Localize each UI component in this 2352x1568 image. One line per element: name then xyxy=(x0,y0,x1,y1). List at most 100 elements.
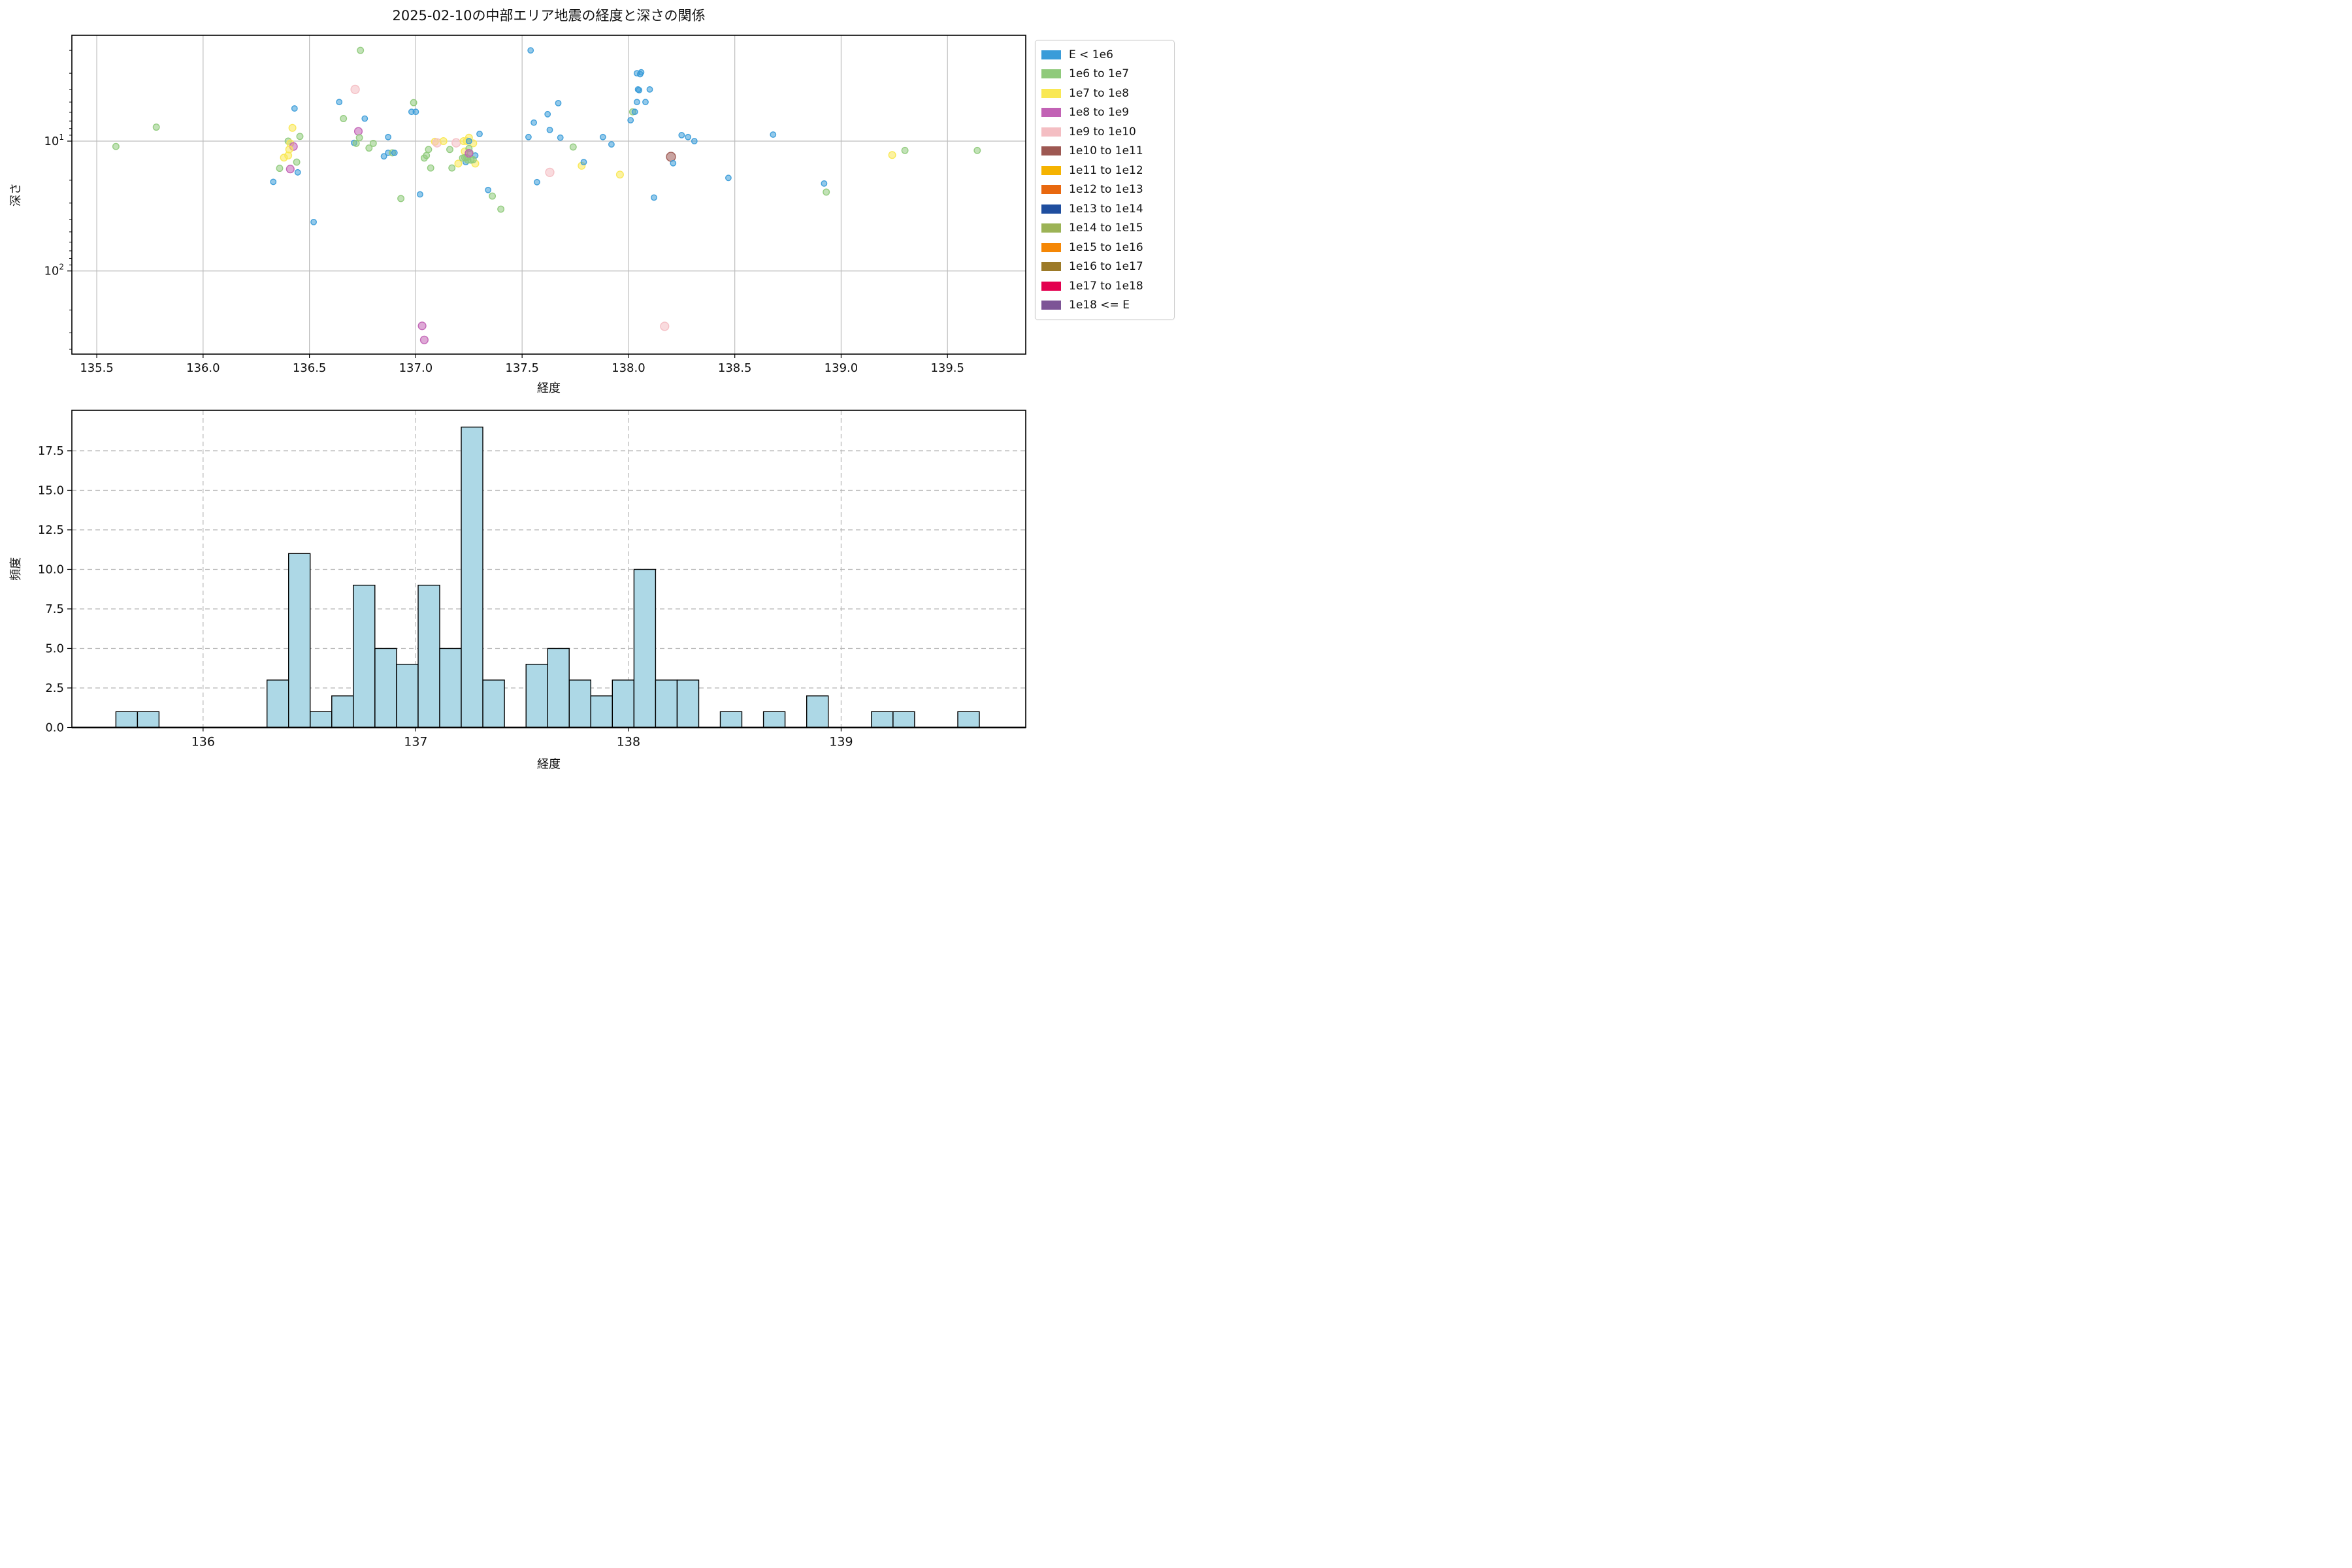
hist-y-tick-label: 2.5 xyxy=(45,681,64,695)
scatter-point xyxy=(666,152,676,162)
scatter-point xyxy=(385,133,391,140)
scatter-point xyxy=(631,108,638,116)
scatter-point xyxy=(642,99,649,106)
legend-item-label: 1e6 to 1e7 xyxy=(1069,67,1130,81)
scatter-point xyxy=(569,143,577,151)
legend-swatch xyxy=(1041,88,1061,98)
histogram-bar xyxy=(676,679,700,728)
legend-swatch xyxy=(1041,242,1061,252)
legend-swatch xyxy=(1041,108,1061,118)
hist-y-tick-label: 15.0 xyxy=(38,483,64,497)
chart-title: 2025-02-10の中部エリア地震の経度と深さの関係 xyxy=(392,8,706,24)
scatter-point xyxy=(901,146,909,154)
legend-swatch xyxy=(1041,69,1061,79)
scatter-point xyxy=(340,115,348,122)
scatter-point xyxy=(973,146,981,154)
scatter-point xyxy=(580,159,587,166)
hist-x-tick-label: 139 xyxy=(829,735,853,749)
scatter-xlabel: 経度 xyxy=(537,382,561,395)
scatter-point xyxy=(660,321,670,331)
scatter-point xyxy=(670,159,677,167)
scatter-point xyxy=(286,165,295,174)
scatter-point xyxy=(546,126,553,133)
scatter-point xyxy=(293,158,301,166)
scatter-point xyxy=(425,146,433,154)
scatter-point xyxy=(555,99,562,106)
legend-swatch xyxy=(1041,185,1061,195)
scatter-point xyxy=(412,108,419,116)
histogram-bar xyxy=(612,679,634,728)
scatter-point xyxy=(448,164,456,172)
histogram-bar xyxy=(331,695,354,728)
scatter-point xyxy=(638,69,645,76)
legend: E < 1e6 1e6 to 1e7 1e7 to 1e8 1e8 to 1e9 1e9… xyxy=(1035,40,1175,320)
scatter-point xyxy=(525,133,532,140)
scatter-point xyxy=(651,194,657,201)
histogram-bar xyxy=(568,679,591,728)
scatter-point xyxy=(352,139,360,147)
scatter-point xyxy=(357,46,365,54)
scatter-point xyxy=(270,178,277,186)
legend-item-label: 1e16 to 1e17 xyxy=(1069,260,1143,274)
scatter-point xyxy=(489,192,497,200)
scatter-ylabel: 深さ xyxy=(9,183,23,206)
legend-item: 1e13 to 1e14 xyxy=(1041,199,1168,219)
scatter-point xyxy=(296,133,304,140)
legend-swatch xyxy=(1041,301,1061,310)
scatter-point xyxy=(454,159,463,168)
hist-x-tick-label: 136 xyxy=(191,735,215,749)
histogram-bar xyxy=(417,585,440,728)
scatter-point xyxy=(439,137,448,145)
legend-item: 1e8 to 1e9 xyxy=(1041,103,1168,123)
hist-x-tick-label: 137 xyxy=(404,735,427,749)
scatter-point xyxy=(420,154,428,162)
scatter-point xyxy=(691,138,698,144)
hist-y-tick-label: 12.5 xyxy=(38,523,64,537)
histogram-bar xyxy=(806,695,829,728)
scatter-point xyxy=(534,178,540,186)
scatter-point xyxy=(527,47,534,54)
scatter-point xyxy=(417,191,423,198)
histogram-bar xyxy=(267,679,289,728)
hist-xlabel: 経度 xyxy=(537,758,561,772)
legend-swatch xyxy=(1041,165,1061,175)
legend-item-label: 1e11 to 1e12 xyxy=(1069,163,1143,177)
hist-ylabel: 頻度 xyxy=(9,557,23,581)
scatter-point xyxy=(350,84,360,95)
scatter-point xyxy=(627,117,634,123)
histogram-bar xyxy=(374,647,397,728)
legend-swatch xyxy=(1041,281,1061,291)
scatter-point xyxy=(544,110,551,118)
legend-item-label: 1e7 to 1e8 xyxy=(1069,86,1130,100)
scatter-point xyxy=(369,139,377,147)
scatter-x-tick-label: 137.5 xyxy=(505,361,539,375)
scatter-point xyxy=(636,87,643,93)
scatter-x-tick-label: 139.5 xyxy=(930,361,964,375)
scatter-point xyxy=(599,133,606,140)
histogram-bar xyxy=(482,679,505,728)
scatter-y-tick-label: 101 xyxy=(44,133,64,148)
legend-item: 1e17 to 1e18 xyxy=(1041,276,1168,296)
scatter-point xyxy=(545,167,555,177)
scatter-x-tick-label: 136.0 xyxy=(186,361,220,375)
legend-item: 1e15 to 1e16 xyxy=(1041,238,1168,257)
legend-item: 1e10 to 1e11 xyxy=(1041,142,1168,161)
scatter-x-tick-label: 138.5 xyxy=(718,361,752,375)
scatter-point xyxy=(355,134,363,142)
scatter-point xyxy=(608,141,615,148)
legend-item: 1e11 to 1e12 xyxy=(1041,161,1168,180)
scatter-point xyxy=(336,99,343,106)
scatter-point xyxy=(821,180,828,187)
scatter-plot-border xyxy=(71,35,1026,355)
scatter-point xyxy=(451,138,461,148)
histogram-bar xyxy=(871,711,894,728)
scatter-point xyxy=(469,155,477,163)
histogram-bar xyxy=(633,568,657,728)
legend-item-label: E < 1e6 xyxy=(1069,48,1113,61)
scatter-point xyxy=(634,99,640,106)
scatter-y-tick-label: 102 xyxy=(44,263,64,278)
scatter-x-tick-label: 137.0 xyxy=(399,361,433,375)
histogram-bar xyxy=(396,664,419,728)
hist-y-tick-label: 17.5 xyxy=(38,444,64,458)
histogram-bar xyxy=(525,664,548,728)
